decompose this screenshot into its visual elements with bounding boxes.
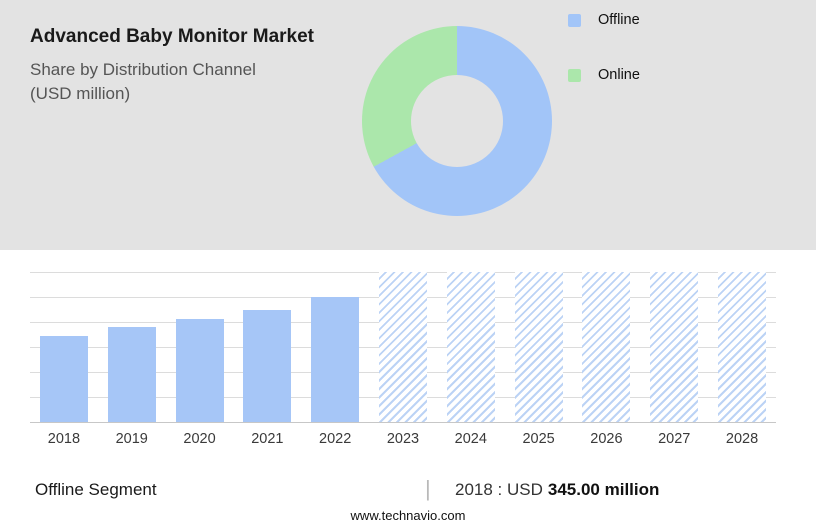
- bar-slot-2021: [233, 272, 301, 422]
- bar-slot-2018: [30, 272, 98, 422]
- bar-2022[interactable]: [311, 297, 360, 422]
- bar-slot-2022: [301, 272, 369, 422]
- bar-slot-2026: [573, 272, 641, 422]
- legend: Offline Online: [568, 12, 640, 83]
- stat-value: 345.00 million: [547, 480, 660, 499]
- bar-slot-2024: [437, 272, 505, 422]
- chart-subtitle: Share by Distribution Channel (USD milli…: [30, 58, 350, 106]
- bar-2021[interactable]: [243, 310, 292, 422]
- forecast-bar-2023[interactable]: [378, 272, 427, 422]
- x-axis-baseline: [30, 422, 776, 423]
- bar-slot-2027: [640, 272, 708, 422]
- bar-2019[interactable]: [107, 327, 156, 422]
- bar-plot: [30, 272, 776, 423]
- bars-row: [30, 272, 776, 422]
- forecast-bar-2028[interactable]: [718, 272, 767, 422]
- chart-subtitle-line1: Share by Distribution Channel: [30, 60, 256, 79]
- bar-chart: 2018 2019 2020 2021 2022 2023 2024 2025 2026 2027…: [30, 272, 776, 447]
- bar-2020[interactable]: [175, 319, 224, 422]
- x-axis-label-2028: 2028: [725, 431, 759, 447]
- bar-slot-2025: [505, 272, 573, 422]
- bar-slot-2023: [369, 272, 437, 422]
- legend-item-online[interactable]: Online: [568, 67, 640, 83]
- x-axis-label-2022: 2022: [319, 431, 352, 447]
- chart-subtitle-line2: (USD million): [30, 83, 131, 103]
- stat-prefix: 2018 : USD: [455, 480, 543, 499]
- donut-hole: [411, 75, 503, 167]
- legend-label-online: Online: [598, 67, 640, 83]
- legend-label-offline: Offline: [598, 12, 640, 28]
- legend-swatch-online-icon: [568, 68, 581, 82]
- forecast-bar-2025[interactable]: [514, 272, 563, 422]
- stat-text: 2018 : USD 345.00 million: [455, 480, 659, 500]
- legend-swatch-offline-icon: [568, 13, 581, 27]
- segment-label: Offline Segment: [35, 480, 157, 499]
- page-title: Advanced Baby Monitor Market: [30, 26, 314, 47]
- x-axis-label-2019: 2019: [115, 431, 148, 447]
- donut-chart[interactable]: [362, 26, 552, 216]
- x-axis-label-2020: 2020: [183, 431, 216, 447]
- forecast-bar-2024[interactable]: [446, 272, 495, 422]
- header-block: Advanced Baby Monitor Market Share by Di…: [30, 26, 350, 106]
- stat-separator: |: [425, 476, 431, 501]
- x-axis-label-2021: 2021: [251, 431, 284, 447]
- x-axis-label-2023: 2023: [386, 431, 420, 447]
- x-axis-labels: 2018 2019 2020 2021 2022 2023 2024 2025 2026 2027…: [30, 431, 776, 447]
- bar-slot-2028: [708, 272, 776, 422]
- forecast-bar-2026[interactable]: [582, 272, 631, 422]
- top-section: Advanced Baby Monitor Market Share by Di…: [0, 0, 816, 250]
- x-axis-label-2018: 2018: [47, 431, 81, 447]
- bar-slot-2020: [166, 272, 234, 422]
- stat-row: Offline Segment | 2018 : USD 345.00 milli…: [35, 476, 781, 504]
- forecast-bar-2027[interactable]: [650, 272, 699, 422]
- bar-slot-2019: [98, 272, 166, 422]
- x-axis-label-2025: 2025: [522, 431, 555, 447]
- legend-item-offline[interactable]: Offline: [568, 12, 640, 28]
- bar-2018[interactable]: [39, 336, 88, 422]
- x-axis-label-2027: 2027: [658, 431, 691, 447]
- website-footer: www.technavio.com: [350, 508, 466, 523]
- bottom-section: 2018 2019 2020 2021 2022 2023 2024 2025 2026 2027…: [0, 250, 816, 528]
- x-axis-label-2026: 2026: [590, 431, 623, 447]
- x-axis-label-2024: 2024: [454, 431, 487, 447]
